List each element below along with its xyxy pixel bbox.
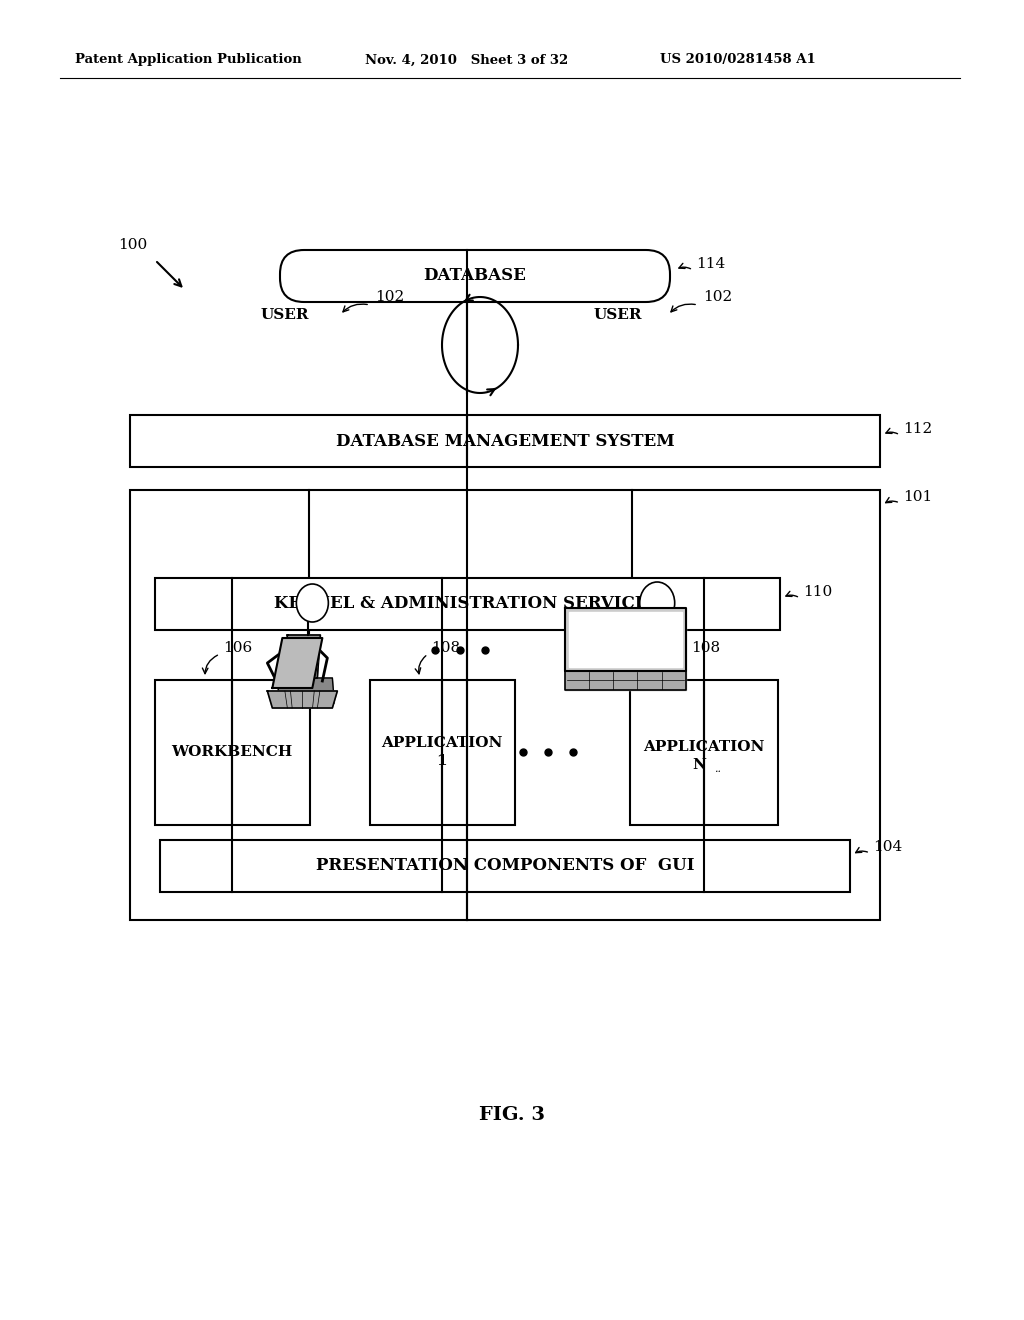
Text: 106: 106 xyxy=(223,642,252,655)
Text: USER: USER xyxy=(261,308,309,322)
Polygon shape xyxy=(568,611,682,667)
Text: 104: 104 xyxy=(873,840,902,854)
Polygon shape xyxy=(267,690,337,708)
Text: APPLICATION
1: APPLICATION 1 xyxy=(381,735,503,768)
Text: 110: 110 xyxy=(803,585,833,599)
Bar xyxy=(160,840,850,892)
Text: 100: 100 xyxy=(118,238,147,252)
Text: 101: 101 xyxy=(903,490,932,504)
Text: Nov. 4, 2010   Sheet 3 of 32: Nov. 4, 2010 Sheet 3 of 32 xyxy=(365,54,568,66)
Bar xyxy=(225,570,393,719)
Polygon shape xyxy=(565,671,686,690)
FancyBboxPatch shape xyxy=(280,249,670,302)
Text: US 2010/0281458 A1: US 2010/0281458 A1 xyxy=(660,54,816,66)
Ellipse shape xyxy=(296,583,329,622)
Bar xyxy=(548,570,716,719)
Text: DATABASE MANAGEMENT SYSTEM: DATABASE MANAGEMENT SYSTEM xyxy=(336,433,675,450)
Text: 108: 108 xyxy=(431,642,460,655)
Text: DATABASE: DATABASE xyxy=(424,268,526,285)
Text: N: N xyxy=(692,758,706,772)
Bar xyxy=(155,680,310,825)
Text: 102: 102 xyxy=(375,290,404,304)
Text: USER: USER xyxy=(594,308,642,322)
Text: APPLICATION: APPLICATION xyxy=(643,741,765,754)
Polygon shape xyxy=(627,624,672,678)
Text: 112: 112 xyxy=(903,422,932,436)
Bar xyxy=(155,578,780,630)
Text: ..: .. xyxy=(714,764,721,774)
Polygon shape xyxy=(278,678,335,704)
Text: 102: 102 xyxy=(703,290,732,304)
Ellipse shape xyxy=(640,582,675,624)
Text: FIG. 3: FIG. 3 xyxy=(479,1106,545,1125)
Polygon shape xyxy=(272,638,323,688)
Text: 114: 114 xyxy=(696,257,725,271)
Polygon shape xyxy=(565,607,686,671)
Polygon shape xyxy=(285,635,321,678)
Text: PRESENTATION COMPONENTS OF  GUI: PRESENTATION COMPONENTS OF GUI xyxy=(315,858,694,874)
Bar xyxy=(370,680,515,825)
Text: 108: 108 xyxy=(691,642,720,655)
Text: Patent Application Publication: Patent Application Publication xyxy=(75,54,302,66)
Text: KERNEL & ADMINISTRATION SERVICES: KERNEL & ADMINISTRATION SERVICES xyxy=(274,595,659,612)
Text: WORKBENCH: WORKBENCH xyxy=(171,744,293,759)
Bar xyxy=(130,490,880,920)
Bar xyxy=(630,680,778,825)
Bar xyxy=(130,414,880,467)
